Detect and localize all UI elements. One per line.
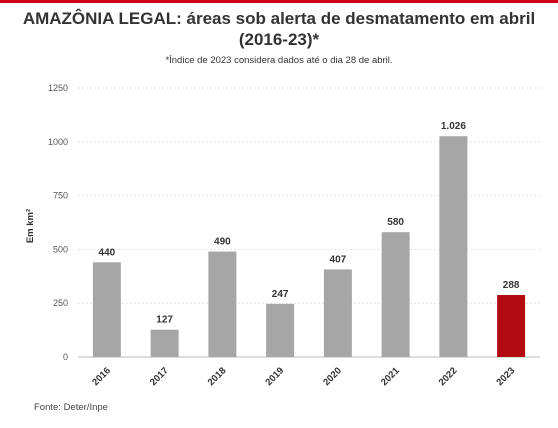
bar-2020 (323, 269, 352, 357)
x-tick-label-2016: 2016 (90, 365, 113, 388)
data-label-2023: 288 (503, 280, 520, 291)
top-accent-bar (0, 0, 558, 3)
bar-2017 (150, 329, 179, 357)
y-axis-title: Em km² (25, 209, 36, 243)
y-tick-label: 250 (53, 298, 68, 308)
data-label-2016: 440 (99, 247, 116, 258)
bar-2018 (208, 251, 237, 357)
data-labels: 440 127 490 247 407 580 1.026 288 (99, 121, 520, 325)
data-label-2021: 580 (387, 217, 404, 228)
bar-2023 (497, 295, 526, 357)
chart-subtitle: *Índice de 2023 considera dados até o di… (165, 55, 393, 66)
y-tick-label: 0 (63, 352, 68, 362)
data-label-2017: 127 (156, 315, 173, 326)
grid-lines (78, 87, 540, 358)
x-tick-label-2020: 2020 (321, 365, 344, 388)
data-label-2020: 407 (330, 254, 347, 265)
data-label-2019: 247 (272, 289, 289, 300)
source-note: Fonte: Deter/Inpe (34, 402, 108, 413)
bars (92, 136, 526, 357)
y-axis-ticks: 0 250 500 750 1000 1250 (48, 83, 68, 362)
x-axis-labels: 2016 2017 2018 2019 2020 2021 2022 2023 (90, 365, 517, 388)
y-tick-label: 750 (53, 191, 68, 201)
data-label-2018: 490 (214, 237, 231, 248)
bar-2019 (266, 303, 295, 357)
y-tick-label: 1000 (48, 137, 68, 147)
data-label-2022: 1.026 (441, 121, 466, 132)
x-tick-label-2017: 2017 (148, 365, 171, 388)
x-tick-label-2019: 2019 (264, 365, 287, 388)
x-tick-label-2021: 2021 (379, 365, 402, 388)
x-tick-label-2023: 2023 (495, 365, 518, 388)
y-tick-label: 500 (53, 244, 68, 254)
chart-title: AMAZÔNIA LEGAL: áreas sob alerta de desm… (22, 9, 536, 49)
bar-2022 (439, 136, 468, 357)
x-tick-label-2018: 2018 (206, 365, 229, 388)
y-tick-label: 1250 (48, 83, 68, 93)
bar-2016 (92, 262, 121, 357)
bar-2021 (381, 232, 410, 357)
x-tick-label-2022: 2022 (437, 365, 460, 388)
